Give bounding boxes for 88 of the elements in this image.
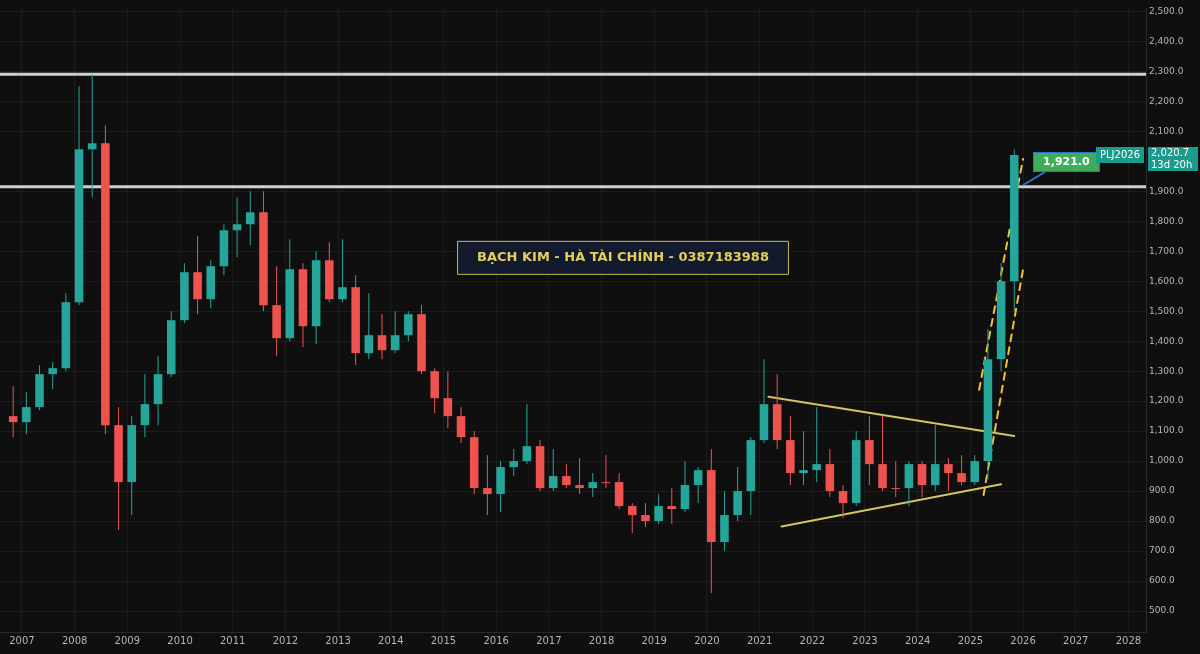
candlestick xyxy=(733,466,742,522)
candlestick xyxy=(377,313,387,360)
candlestick xyxy=(548,448,558,492)
x-tick-label: 2015 xyxy=(430,634,457,646)
x-tick-label: 2011 xyxy=(219,634,246,646)
candlestick xyxy=(614,472,624,510)
x-tick-label: 2013 xyxy=(325,634,351,646)
candlestick xyxy=(891,460,901,498)
candlestick xyxy=(338,238,347,303)
x-tick-label: 2008 xyxy=(61,634,88,646)
y-tick-label: 1,000.0 xyxy=(1149,455,1184,466)
y-tick-label: 800.0 xyxy=(1149,515,1176,526)
x-tick-label: 2016 xyxy=(483,634,509,646)
candlestick xyxy=(483,454,492,516)
candlestick xyxy=(8,385,18,438)
candlestick xyxy=(522,403,532,465)
candlestick xyxy=(944,457,953,492)
x-tick-label: 2023 xyxy=(852,634,878,646)
annotation: BẠCH KIM - HÀ TÀI CHÍNH - 0387183988 xyxy=(477,249,769,265)
text: 13d 20h xyxy=(1151,158,1193,170)
x-tick-label: 2024 xyxy=(904,634,931,646)
y-tick-label: 700.0 xyxy=(1149,545,1176,556)
candlestick xyxy=(930,424,940,492)
candlestick xyxy=(404,310,413,342)
y-tick-label: 1,700.0 xyxy=(1149,245,1184,256)
y-tick-label: 2,300.0 xyxy=(1149,65,1184,76)
candlestick xyxy=(390,310,400,354)
y-tick-label: 2,500.0 xyxy=(1149,5,1184,16)
candlestick xyxy=(509,448,519,477)
candlestick xyxy=(246,190,255,246)
x-tick-label: 2028 xyxy=(1115,634,1142,646)
candlestick xyxy=(641,502,650,528)
candlestick xyxy=(22,391,31,435)
y-tick-label: 1,800.0 xyxy=(1149,215,1184,226)
x-tick-label: 2027 xyxy=(1063,634,1089,646)
y-tick-label: 2,400.0 xyxy=(1149,35,1184,46)
y-tick-label: 900.0 xyxy=(1149,485,1176,496)
candlestick xyxy=(232,196,242,258)
candlestick xyxy=(865,415,874,486)
x-tick-label: 2007 xyxy=(9,634,35,646)
candlestick xyxy=(575,457,584,495)
candlestick xyxy=(970,454,980,486)
candlestick xyxy=(654,493,663,525)
x-tick-label: 2009 xyxy=(114,634,141,646)
candlestick xyxy=(364,292,374,360)
y-tick-label: 1,100.0 xyxy=(1149,425,1184,436)
x-tick-label: 2026 xyxy=(1010,634,1036,646)
candlestick xyxy=(917,460,927,498)
y-tick-label: 1,400.0 xyxy=(1149,335,1184,346)
y-tick-label: 1,500.0 xyxy=(1149,305,1184,316)
y-tick-label: 500.0 xyxy=(1149,605,1176,616)
candlestick xyxy=(878,415,887,492)
candlestick xyxy=(443,370,453,429)
candlestick xyxy=(680,460,690,513)
candlestick xyxy=(588,472,598,498)
candlestick xyxy=(838,484,848,519)
candlestick xyxy=(957,454,966,486)
annotation: PLJ2026 xyxy=(1100,148,1140,160)
candlestick xyxy=(87,73,97,198)
candlestick xyxy=(812,406,821,483)
candlestick xyxy=(48,361,57,390)
candlestick xyxy=(628,502,637,534)
y-tick-label: 1,900.0 xyxy=(1149,185,1184,196)
candlestick xyxy=(693,466,703,504)
y-tick-label: 1,200.0 xyxy=(1149,395,1184,406)
x-tick-label: 2010 xyxy=(167,634,193,646)
x-tick-label: 2014 xyxy=(378,634,404,646)
y-tick-label: 2,200.0 xyxy=(1149,95,1184,106)
x-tick-label: 2017 xyxy=(536,634,562,646)
x-tick-label: 2012 xyxy=(272,634,299,646)
candlestick xyxy=(799,430,808,486)
x-tick-label: 2021 xyxy=(746,634,773,646)
y-tick-label: 600.0 xyxy=(1149,575,1176,586)
x-tick-label: 2022 xyxy=(799,634,826,646)
y-tick-label: 1,300.0 xyxy=(1149,365,1184,376)
candlestick xyxy=(904,460,914,507)
x-tick-label: 2020 xyxy=(694,634,720,646)
text: 2,020.7 xyxy=(1151,146,1190,158)
candlestick xyxy=(140,373,150,438)
y-tick-label: 1,600.0 xyxy=(1149,275,1184,286)
x-tick-label: 2019 xyxy=(641,634,667,646)
x-tick-label: 2025 xyxy=(957,634,984,646)
candlestick xyxy=(456,406,466,444)
candlestick xyxy=(562,463,571,489)
annotation: 1,921.0 xyxy=(1043,154,1091,168)
y-tick-label: 2,100.0 xyxy=(1149,125,1184,136)
x-tick-label: 2018 xyxy=(588,634,615,646)
candlestick xyxy=(667,487,677,525)
